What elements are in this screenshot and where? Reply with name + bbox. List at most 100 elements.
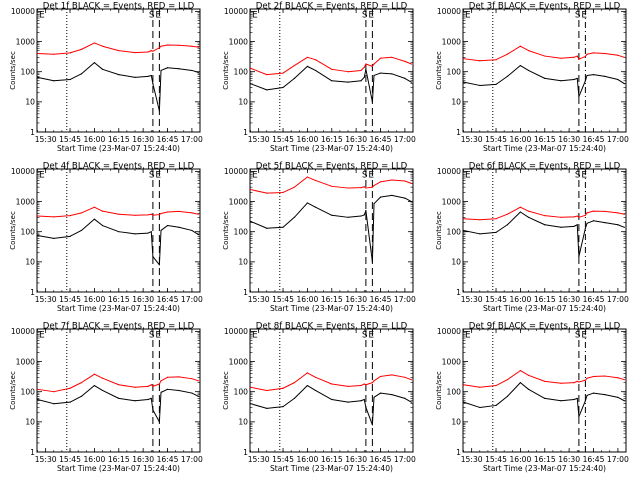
- time-marker-label: E: [155, 171, 161, 181]
- x-tick-label: 16:15: [534, 455, 556, 464]
- data-point-lld: [560, 216, 562, 218]
- data-point-events: [150, 397, 152, 399]
- data-point-lld: [527, 374, 530, 376]
- data-point-events: [282, 406, 284, 408]
- data-point-events: [379, 196, 382, 198]
- time-marker-label: E: [155, 331, 161, 341]
- data-point-lld: [586, 212, 588, 214]
- data-point-events: [404, 397, 406, 399]
- data-point-lld: [118, 50, 120, 52]
- data-point-events: [282, 226, 284, 228]
- y-tick-label: 100: [21, 387, 36, 396]
- data-point-lld: [560, 57, 562, 59]
- data-point-events: [592, 220, 595, 222]
- data-point-events: [347, 216, 349, 218]
- data-point-events: [249, 403, 252, 405]
- data-point-lld: [158, 213, 160, 216]
- data-point-events: [410, 401, 412, 403]
- series-line-events: [463, 382, 625, 418]
- y-tick-label: 1000: [16, 197, 35, 206]
- data-point-lld: [584, 55, 586, 58]
- data-point-lld: [379, 375, 382, 378]
- data-point-lld: [462, 58, 465, 60]
- x-tick-label: 15:45: [59, 295, 81, 304]
- data-point-lld: [573, 56, 575, 58]
- data-point-lld: [506, 379, 509, 381]
- data-point-events: [160, 391, 162, 393]
- data-point-lld: [266, 74, 268, 76]
- data-point-events: [158, 264, 160, 266]
- data-point-events: [80, 395, 83, 397]
- data-point-events: [479, 233, 481, 235]
- data-point-events: [191, 69, 193, 72]
- x-tick-label: 16:15: [108, 295, 130, 304]
- y-tick-label: 1: [243, 128, 248, 137]
- data-point-events: [519, 64, 522, 67]
- data-point-events: [166, 67, 169, 69]
- data-point-lld: [519, 45, 522, 47]
- data-point-events: [495, 231, 497, 233]
- chart-title: Det 8f BLACK = Events, RED = LLD: [256, 322, 408, 332]
- data-point-lld: [160, 45, 162, 47]
- data-point-events: [584, 80, 586, 82]
- data-point-events: [578, 255, 580, 258]
- y-tick-label: 10000: [224, 167, 248, 176]
- data-point-lld: [371, 186, 373, 188]
- x-tick-label: 16:45: [583, 135, 605, 144]
- data-point-events: [360, 400, 362, 402]
- x-tick-label: 15:30: [35, 135, 57, 144]
- y-axis-label: Counts/sec: [9, 51, 17, 90]
- data-point-lld: [410, 63, 412, 65]
- data-point-lld: [623, 213, 625, 215]
- data-point-events: [331, 398, 333, 401]
- data-point-lld: [306, 176, 309, 178]
- x-tick-label: 16:00: [296, 295, 318, 304]
- x-tick-label: 15:30: [35, 455, 57, 464]
- y-tick-label: 100: [234, 67, 249, 76]
- chart-panel-4: Det 4f BLACK = Events, RED = LLD 1 10 100 10…: [9, 162, 203, 314]
- data-point-lld: [191, 212, 193, 214]
- y-tick-label: 1000: [442, 37, 461, 46]
- data-point-lld: [293, 382, 296, 384]
- data-point-events: [69, 78, 71, 81]
- y-tick-label: 10000: [11, 167, 35, 176]
- data-point-lld: [584, 379, 586, 381]
- data-point-lld: [282, 387, 284, 389]
- data-point-events: [604, 222, 606, 224]
- y-tick-label: 1: [456, 128, 461, 137]
- data-point-lld: [617, 212, 619, 214]
- data-point-lld: [365, 384, 367, 386]
- chart-title: Det 9f BLACK = Events, RED = LLD: [469, 322, 621, 332]
- data-point-events: [527, 216, 530, 218]
- data-point-lld: [197, 380, 199, 382]
- data-point-events: [506, 395, 509, 397]
- data-point-events: [166, 224, 169, 227]
- data-point-lld: [134, 386, 136, 388]
- plot-frame: [462, 8, 627, 133]
- series-line-events: [37, 62, 199, 112]
- data-point-lld: [331, 185, 333, 187]
- data-point-lld: [293, 186, 296, 188]
- data-point-lld: [331, 383, 333, 385]
- data-point-lld: [150, 213, 152, 215]
- time-marker-label: E: [155, 11, 161, 21]
- data-point-lld: [592, 375, 595, 378]
- y-tick-label: 100: [447, 387, 462, 396]
- data-point-events: [495, 404, 497, 407]
- data-point-lld: [93, 373, 96, 375]
- x-axis-label: Start Time (23-Mar-07 15:24:40): [57, 144, 180, 153]
- series-line-events: [250, 65, 412, 103]
- data-point-lld: [36, 388, 39, 390]
- time-marker-label: S: [362, 331, 368, 341]
- data-point-events: [592, 392, 595, 394]
- data-point-lld: [347, 71, 349, 73]
- time-marker-label: E: [368, 171, 374, 181]
- x-axis-label: Start Time (23-Mar-07 15:24:40): [57, 464, 180, 473]
- y-tick-label: 100: [447, 227, 462, 236]
- x-tick-label: 17:00: [181, 295, 203, 304]
- x-tick-label: 15:30: [248, 135, 270, 144]
- data-point-events: [506, 224, 509, 226]
- x-tick-label: 15:45: [485, 295, 507, 304]
- x-tick-label: 16:00: [509, 455, 531, 464]
- data-point-lld: [391, 374, 393, 376]
